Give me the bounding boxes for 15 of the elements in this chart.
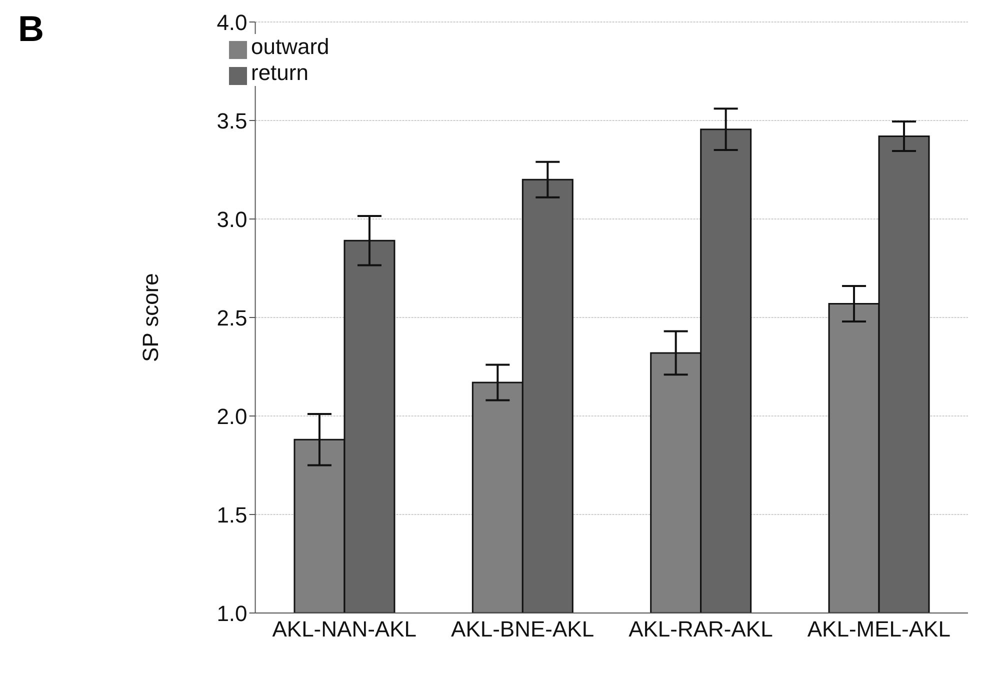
x-tick-label: AKL-MEL-AKL: [807, 616, 950, 642]
y-tick-label: 2.0: [216, 404, 248, 429]
legend-label: outward: [251, 34, 330, 59]
x-tick-label: AKL-NAN-AKL: [272, 616, 417, 642]
x-tick-label: AKL-BNE-AKL: [451, 616, 594, 642]
chart-title: B: [18, 8, 44, 50]
legend-label: return: [251, 60, 308, 85]
y-axis-title: SP score: [138, 273, 164, 362]
y-tick-label: 2.5: [216, 305, 248, 330]
y-tick-label: 3.0: [216, 206, 248, 232]
y-tick-label: 1.5: [216, 502, 248, 528]
x-tick-label: AKL-RAR-AKL: [628, 616, 773, 642]
y-tick-label: 1.0: [216, 600, 248, 626]
y-tick-label: 4.0: [216, 10, 248, 35]
y-tick-label: 3.5: [216, 108, 248, 134]
